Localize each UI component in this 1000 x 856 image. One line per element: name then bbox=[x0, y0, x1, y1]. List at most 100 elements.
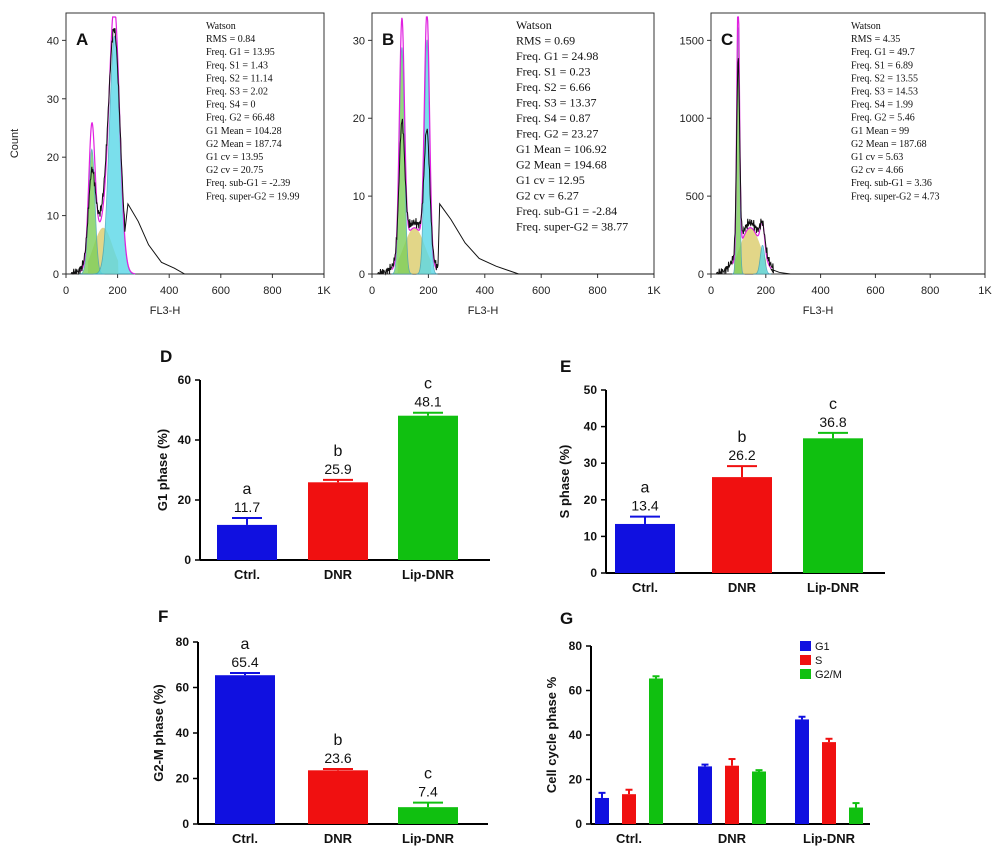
y-tick-label: 60 bbox=[569, 684, 583, 698]
bar-panel-g: 0 20 40 60 80 Cell cycle phase % G Ctrl. DNR Lip-… bbox=[544, 609, 870, 846]
y-axis-label: Count bbox=[9, 129, 21, 158]
stat-line: Freq. S2 = 6.66 bbox=[516, 80, 590, 94]
legend-swatch bbox=[800, 641, 811, 651]
stat-line: G2 Mean = 187.68 bbox=[851, 139, 927, 150]
bar-s-2 bbox=[822, 742, 836, 824]
data-label: 26.2 bbox=[728, 447, 755, 463]
y-tick-label: 30 bbox=[584, 456, 598, 470]
x-tick-label: 0 bbox=[369, 285, 375, 297]
x-axis-label: FL3-H bbox=[468, 305, 499, 317]
significance-letter: b bbox=[738, 429, 747, 446]
bar-2 bbox=[803, 438, 863, 573]
bar-1 bbox=[308, 482, 368, 560]
y-tick-label: 0 bbox=[575, 817, 582, 831]
stat-line: Freq. S4 = 0.87 bbox=[516, 111, 590, 125]
y-tick-label: 20 bbox=[178, 493, 192, 507]
legend-label: G1 bbox=[815, 641, 830, 653]
stat-line: Freq. G2 = 5.46 bbox=[851, 113, 915, 124]
y-tick-label: 40 bbox=[176, 726, 190, 740]
stat-line: Freq. G2 = 66.48 bbox=[206, 113, 275, 124]
bar-2 bbox=[398, 415, 458, 560]
raw-data-trace bbox=[377, 118, 654, 276]
g2-peak bbox=[753, 244, 772, 275]
data-label: 36.8 bbox=[819, 414, 846, 430]
legend-swatch bbox=[800, 669, 811, 679]
data-label: 23.6 bbox=[324, 750, 351, 766]
category-label: Lip-DNR bbox=[807, 580, 860, 595]
stat-line: Freq. G1 = 13.95 bbox=[206, 47, 275, 58]
bar-1 bbox=[712, 477, 772, 573]
data-label: 65.4 bbox=[231, 654, 258, 670]
y-tick-label: 1000 bbox=[680, 113, 704, 125]
y-axis-label: G2-M phase (%) bbox=[151, 684, 166, 782]
model-name: Watson bbox=[206, 21, 236, 32]
stat-line: G1 cv = 12.95 bbox=[516, 173, 585, 187]
stat-line: Freq. super-G2 = 19.99 bbox=[206, 191, 299, 202]
bar-1 bbox=[308, 770, 368, 824]
x-tick-label: 1K bbox=[978, 285, 992, 297]
x-tick-label: 200 bbox=[757, 285, 775, 297]
model-envelope bbox=[391, 16, 438, 270]
stat-line: G1 cv = 13.95 bbox=[206, 152, 263, 163]
x-tick-label: 800 bbox=[921, 285, 939, 297]
stat-line: Freq. sub-G1 = 3.36 bbox=[851, 178, 932, 189]
y-tick-label: 0 bbox=[184, 553, 191, 567]
bar-g2m-2 bbox=[849, 807, 863, 824]
y-tick-label: 500 bbox=[686, 191, 704, 203]
legend-label: S bbox=[815, 655, 822, 667]
significance-letter: c bbox=[424, 376, 432, 393]
stat-line: Freq. S2 = 11.14 bbox=[206, 73, 273, 84]
x-tick-label: 600 bbox=[866, 285, 884, 297]
bar-g2m-1 bbox=[752, 771, 766, 824]
stat-line: Freq. sub-G1 = -2.39 bbox=[206, 178, 290, 189]
model-name: Watson bbox=[851, 21, 881, 32]
category-label: DNR bbox=[728, 580, 757, 595]
significance-letter: a bbox=[243, 481, 252, 498]
y-tick-label: 60 bbox=[176, 681, 190, 695]
stat-line: Freq. super-G2 = 38.77 bbox=[516, 220, 628, 234]
bar-g1-1 bbox=[698, 766, 712, 824]
stat-line: Freq. S2 = 13.55 bbox=[851, 73, 918, 84]
stat-line: Freq. S3 = 2.02 bbox=[206, 87, 268, 98]
panel-letter: G bbox=[560, 609, 573, 628]
stat-line: Freq. S1 = 1.43 bbox=[206, 60, 268, 71]
legend-label: G2/M bbox=[815, 669, 842, 681]
stat-line: G1 cv = 5.63 bbox=[851, 152, 903, 163]
y-tick-label: 20 bbox=[584, 493, 598, 507]
x-tick-label: 600 bbox=[532, 285, 550, 297]
y-tick-label: 0 bbox=[698, 269, 704, 281]
panel-letter: F bbox=[158, 607, 168, 626]
category-label: Lip-DNR bbox=[402, 567, 455, 582]
x-tick-label: 800 bbox=[588, 285, 606, 297]
y-tick-label: 40 bbox=[178, 433, 192, 447]
stat-line: Freq. S3 = 13.37 bbox=[516, 96, 596, 110]
y-tick-label: 80 bbox=[176, 635, 190, 649]
stat-line: Freq. S3 = 14.53 bbox=[851, 87, 918, 98]
histogram-panel-c: 0 500 1000 1500 0 200 400 600 800 1K FL3-H C Watson R… bbox=[680, 12, 992, 317]
stat-line: RMS = 4.35 bbox=[851, 34, 900, 45]
stat-line: Freq. G1 = 49.7 bbox=[851, 47, 915, 58]
raw-data-trace bbox=[716, 58, 985, 275]
x-tick-label: 1K bbox=[647, 285, 661, 297]
stat-line: Freq. S4 = 0 bbox=[206, 100, 256, 111]
x-tick-label: 600 bbox=[212, 285, 230, 297]
plot-frame bbox=[371, 12, 655, 275]
data-label: 13.4 bbox=[631, 498, 658, 514]
x-axis-label: FL3-H bbox=[150, 305, 181, 317]
g2-peak bbox=[416, 39, 438, 275]
stat-line: G2 cv = 20.75 bbox=[206, 165, 263, 176]
x-axis-label: FL3-H bbox=[803, 305, 834, 317]
stat-line: G2 cv = 4.66 bbox=[851, 165, 903, 176]
y-tick-label: 30 bbox=[47, 94, 59, 106]
stat-line: G2 cv = 6.27 bbox=[516, 189, 579, 203]
stat-line: Freq. sub-G1 = -2.84 bbox=[516, 204, 617, 218]
panel-letter: A bbox=[76, 30, 88, 49]
bar-2 bbox=[398, 807, 458, 824]
bar-g2m-0 bbox=[649, 678, 663, 824]
stat-line: Freq. super-G2 = 4.73 bbox=[851, 191, 939, 202]
category-label: Lip-DNR bbox=[402, 831, 455, 846]
bar-g1-0 bbox=[595, 797, 609, 824]
stat-line: G2 Mean = 187.74 bbox=[206, 139, 282, 150]
